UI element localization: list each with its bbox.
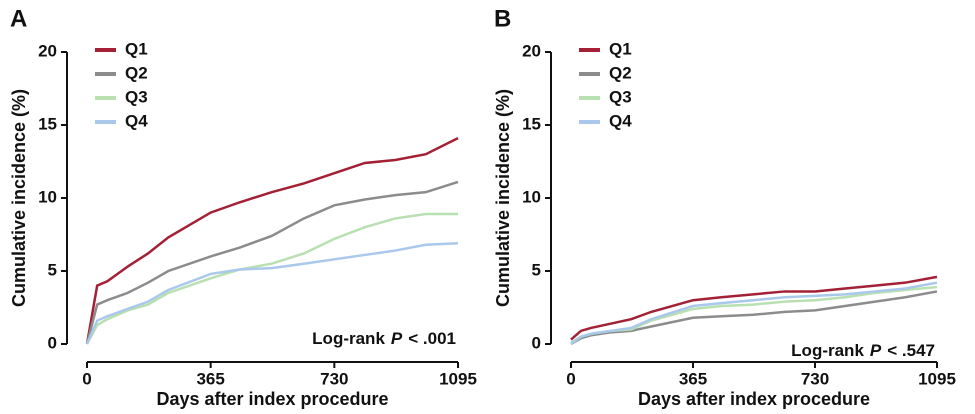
annotation-part: Log-rank [312,329,385,348]
y-tick-label: 10 [522,187,541,206]
x-tick-label: 365 [196,369,224,388]
series-line [85,180,459,345]
series-line [85,242,459,345]
series-line [85,212,458,345]
x-tick-label: 0 [566,369,575,388]
series-line [570,290,938,346]
panel-label: A [10,5,27,32]
x-tick-label: 1095 [439,369,477,388]
annotation-part: < .001 [408,329,456,348]
x-tick-label: 730 [320,369,348,388]
y-tick-label: 15 [38,114,57,133]
legend-label: Q2 [609,63,632,82]
x-axis-label: Days after index procedure [156,389,388,409]
legend-label: Q2 [125,63,148,82]
y-tick-label: 0 [48,333,57,352]
x-tick-label: 730 [801,369,829,388]
y-tick-label: 20 [38,41,57,60]
annotation: Log-rank P < .001 [312,329,456,348]
annotation-part: Log-rank [791,341,864,360]
y-tick-label: 10 [38,187,57,206]
annotation-part: P [870,341,882,360]
x-tick-label: 1095 [918,369,956,388]
x-tick-label: 365 [679,369,707,388]
y-axis-label: Cumulative incidence (%) [9,89,29,307]
legend-label: Q1 [125,39,148,58]
legend-label: Q3 [609,87,632,106]
legend-label: Q1 [609,39,632,58]
annotation-part: < .547 [887,341,935,360]
series-line [570,281,938,346]
legend-label: Q3 [125,87,148,106]
y-tick-label: 0 [532,333,541,352]
y-axis-label: Cumulative incidence (%) [493,89,513,307]
legend-label: Q4 [609,111,632,130]
legend-label: Q4 [125,111,148,130]
y-tick-label: 20 [522,41,541,60]
series-line [85,137,459,345]
x-tick-label: 0 [82,369,91,388]
series-line [570,275,938,341]
annotation-part: P [391,329,403,348]
panel-label: B [494,5,511,32]
y-tick-label: 5 [48,260,57,279]
x-axis-label: Days after index procedure [638,389,870,409]
y-tick-label: 5 [532,260,541,279]
annotation: Log-rank P < .547 [791,341,935,360]
y-tick-label: 15 [522,114,541,133]
